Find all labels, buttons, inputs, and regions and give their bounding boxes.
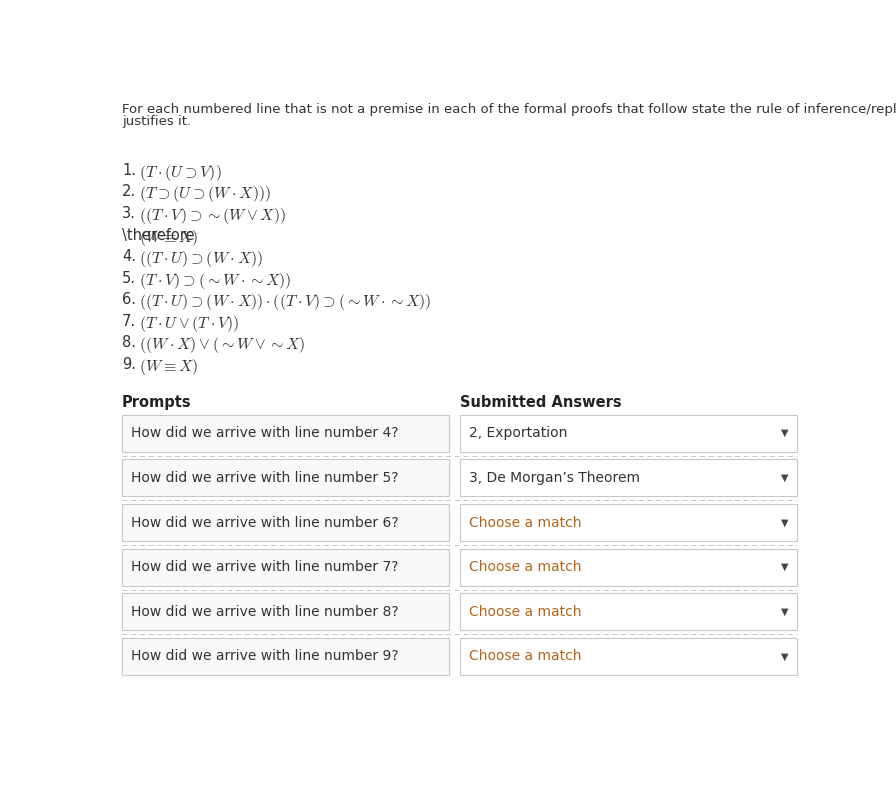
Text: 6.: 6. [122,293,136,307]
Text: $((W \cdot X) \vee ({\sim}W \vee {\sim}X)$: $((W \cdot X) \vee ({\sim}W \vee {\sim}X… [139,335,306,355]
FancyBboxPatch shape [122,415,449,452]
Text: 3.: 3. [122,206,136,221]
Text: 9.: 9. [122,357,136,372]
Text: ▼: ▼ [781,518,788,527]
FancyBboxPatch shape [460,549,797,586]
Text: How did we arrive with line number 4?: How did we arrive with line number 4? [132,426,399,440]
Text: \therefore: \therefore [122,228,194,243]
FancyBboxPatch shape [122,593,449,630]
Text: Prompts: Prompts [122,396,192,411]
Text: justifies it.: justifies it. [122,115,191,128]
Text: How did we arrive with line number 9?: How did we arrive with line number 9? [132,649,399,664]
Text: Choose a match: Choose a match [470,560,582,574]
FancyBboxPatch shape [460,459,797,496]
Text: Submitted Answers: Submitted Answers [460,396,622,411]
Text: How did we arrive with line number 7?: How did we arrive with line number 7? [132,560,399,574]
Text: 2.: 2. [122,185,136,200]
FancyBboxPatch shape [122,504,449,541]
Text: 1.: 1. [122,163,136,178]
FancyBboxPatch shape [122,459,449,496]
Text: Choose a match: Choose a match [470,649,582,664]
Text: 5.: 5. [122,270,136,285]
Text: $(T \cdot U \vee (T \cdot V))$: $(T \cdot U \vee (T \cdot V))$ [139,314,239,334]
FancyBboxPatch shape [460,638,797,675]
FancyBboxPatch shape [460,593,797,630]
Text: Choose a match: Choose a match [470,605,582,619]
Text: ▼: ▼ [781,428,788,439]
Text: 2, Exportation: 2, Exportation [470,426,568,440]
Text: ▼: ▼ [781,652,788,661]
Text: How did we arrive with line number 5?: How did we arrive with line number 5? [132,471,399,485]
Text: $((T \cdot U) \supset (W \cdot X))$: $((T \cdot U) \supset (W \cdot X))$ [139,249,263,269]
Text: 8.: 8. [122,335,136,351]
Text: ▼: ▼ [781,562,788,573]
Text: $(T \cdot (U \supset V))$: $(T \cdot (U \supset V))$ [139,163,222,183]
Text: How did we arrive with line number 8?: How did we arrive with line number 8? [132,605,399,619]
Text: $((T \cdot V) \supset {\sim}(W \vee X))$: $((T \cdot V) \supset {\sim}(W \vee X))$ [139,206,286,226]
Text: ▼: ▼ [781,607,788,617]
Text: 4.: 4. [122,249,136,264]
Text: ▼: ▼ [781,473,788,483]
Text: 7.: 7. [122,314,136,329]
Text: $(T \supset (U \supset (W \cdot X)))$: $(T \supset (U \supset (W \cdot X)))$ [139,185,271,205]
FancyBboxPatch shape [460,504,797,541]
Text: $(W \equiv X)$: $(W \equiv X)$ [139,357,198,377]
Text: For each numbered line that is not a premise in each of the formal proofs that f: For each numbered line that is not a pre… [122,103,896,116]
Text: $((T \cdot U) \supset (W \cdot X)) \cdot ((T \cdot V) \supset ({\sim}W \cdot {\s: $((T \cdot U) \supset (W \cdot X)) \cdot… [139,293,432,312]
FancyBboxPatch shape [122,638,449,675]
Text: How did we arrive with line number 6?: How did we arrive with line number 6? [132,515,399,530]
Text: Choose a match: Choose a match [470,515,582,530]
Text: $(W \equiv X)$: $(W \equiv X)$ [139,228,198,247]
FancyBboxPatch shape [122,549,449,586]
Text: 3, De Morgan’s Theorem: 3, De Morgan’s Theorem [470,471,641,485]
FancyBboxPatch shape [460,415,797,452]
Text: $(T \cdot V) \supset ({\sim}W \cdot {\sim}X))$: $(T \cdot V) \supset ({\sim}W \cdot {\si… [139,270,291,291]
